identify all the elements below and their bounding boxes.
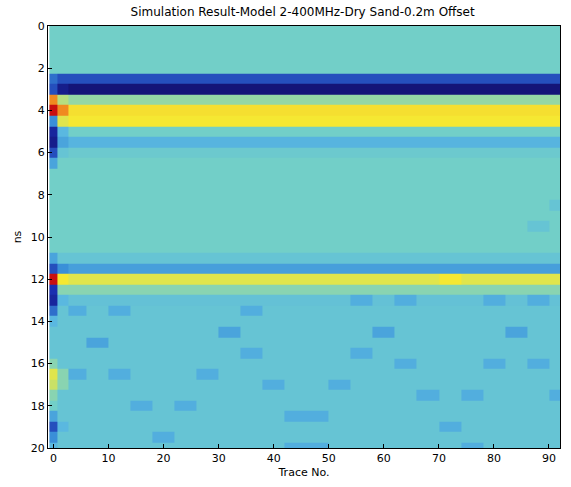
svg-text:30: 30 — [212, 452, 226, 465]
svg-text:50: 50 — [322, 452, 336, 465]
svg-text:20: 20 — [31, 442, 45, 455]
svg-text:14: 14 — [31, 315, 45, 328]
svg-text:10: 10 — [31, 231, 45, 244]
svg-text:40: 40 — [267, 452, 281, 465]
svg-text:8: 8 — [38, 189, 45, 202]
svg-text:12: 12 — [31, 273, 45, 286]
svg-text:10: 10 — [102, 452, 116, 465]
svg-text:70: 70 — [432, 452, 446, 465]
svg-text:18: 18 — [31, 400, 45, 413]
svg-text:0: 0 — [50, 452, 57, 465]
svg-text:Simulation Result-Model 2-400M: Simulation Result-Model 2-400MHz-Dry San… — [131, 5, 475, 19]
svg-text:80: 80 — [487, 452, 501, 465]
svg-text:16: 16 — [31, 357, 45, 370]
svg-text:60: 60 — [377, 452, 391, 465]
svg-text:2: 2 — [38, 62, 45, 75]
svg-text:20: 20 — [157, 452, 171, 465]
svg-text:4: 4 — [38, 104, 45, 117]
svg-text:6: 6 — [38, 146, 45, 159]
svg-text:90: 90 — [542, 452, 556, 465]
svg-text:Trace No.: Trace No. — [278, 466, 330, 479]
svg-text:ns: ns — [11, 230, 24, 243]
svg-text:0: 0 — [38, 20, 45, 33]
